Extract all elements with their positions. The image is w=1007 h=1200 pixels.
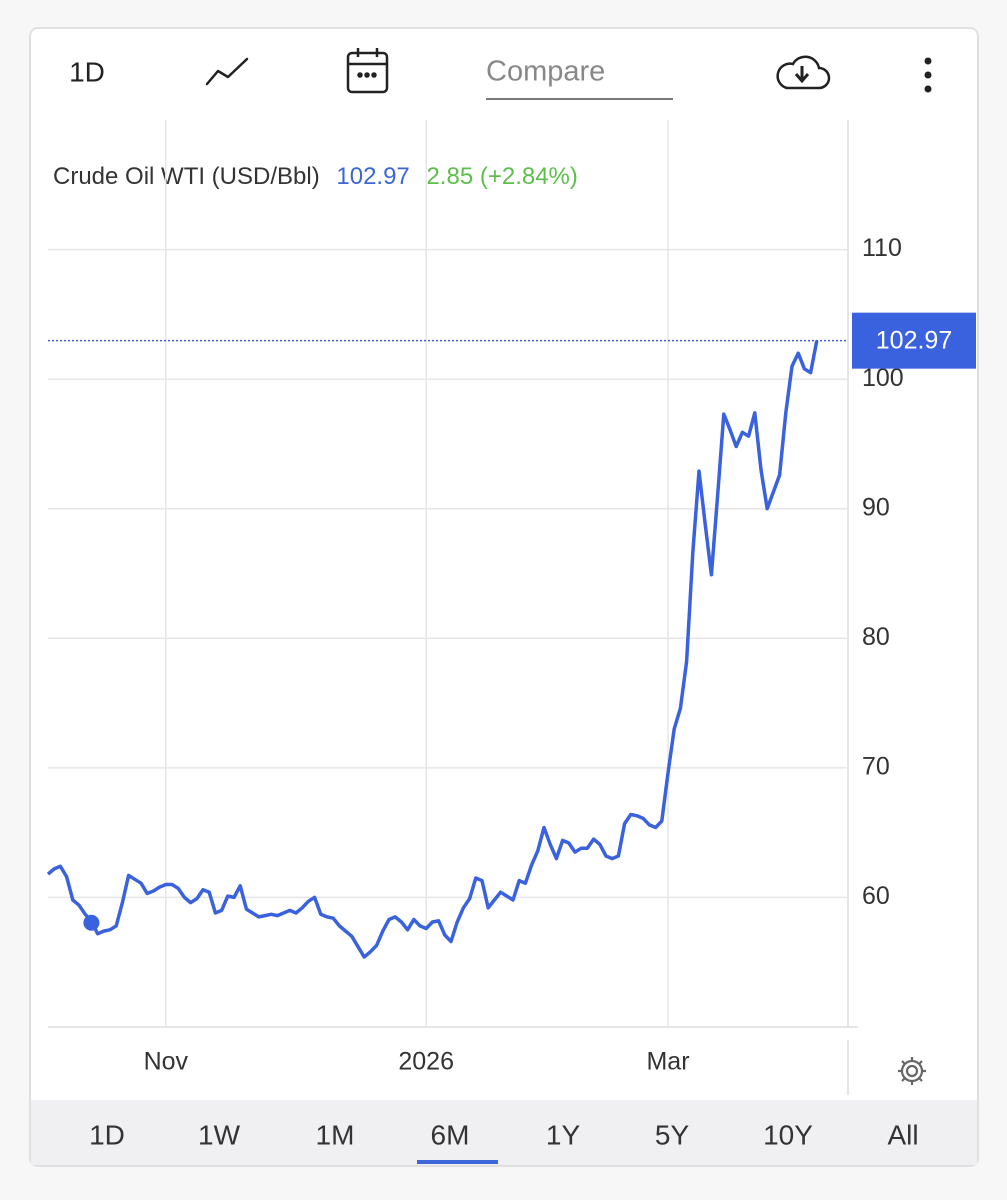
- event-marker: [83, 914, 100, 931]
- range-tab[interactable]: 1Y: [546, 1119, 581, 1150]
- y-tick-label: 60: [862, 882, 890, 910]
- series-name: Crude Oil WTI (USD/Bbl): [53, 163, 320, 190]
- last-price-label: 102.97: [876, 326, 952, 354]
- range-tab[interactable]: 1M: [316, 1119, 355, 1150]
- compare-input[interactable]: Compare: [486, 56, 605, 88]
- interval-button[interactable]: 1D: [69, 56, 105, 87]
- range-tab[interactable]: 10Y: [763, 1119, 813, 1150]
- calendar-icon[interactable]: [346, 48, 389, 94]
- chart-type-icon[interactable]: [205, 57, 249, 86]
- x-tick-label: 2026: [398, 1048, 454, 1076]
- range-tab[interactable]: 1W: [198, 1119, 241, 1150]
- y-tick-label: 110: [862, 234, 902, 262]
- range-tab[interactable]: 5Y: [655, 1119, 690, 1150]
- last-price-box: [852, 312, 976, 369]
- range-tab[interactable]: 6M: [431, 1119, 470, 1150]
- card: [29, 27, 979, 1167]
- y-tick-label: 90: [862, 493, 890, 521]
- download-icon[interactable]: [776, 55, 831, 90]
- x-tick-label: Nov: [144, 1048, 189, 1076]
- x-tick-label: Mar: [646, 1048, 689, 1076]
- y-tick-label: 80: [862, 623, 890, 651]
- settings-icon[interactable]: [898, 1057, 926, 1085]
- more-menu[interactable]: [924, 57, 932, 93]
- price-line: [46, 340, 819, 959]
- range-tab[interactable]: All: [887, 1119, 918, 1150]
- y-tick-label: 70: [862, 752, 890, 780]
- range-bar: [31, 1100, 977, 1165]
- last-price: 102.97: [336, 163, 409, 190]
- legend: Crude Oil WTI (USD/Bbl) 102.97 2.85 (+2.…: [53, 163, 578, 190]
- range-tab-underline: [417, 1160, 498, 1164]
- range-tab[interactable]: 1D: [89, 1119, 125, 1150]
- price-change: 2.85 (+2.84%): [426, 163, 577, 190]
